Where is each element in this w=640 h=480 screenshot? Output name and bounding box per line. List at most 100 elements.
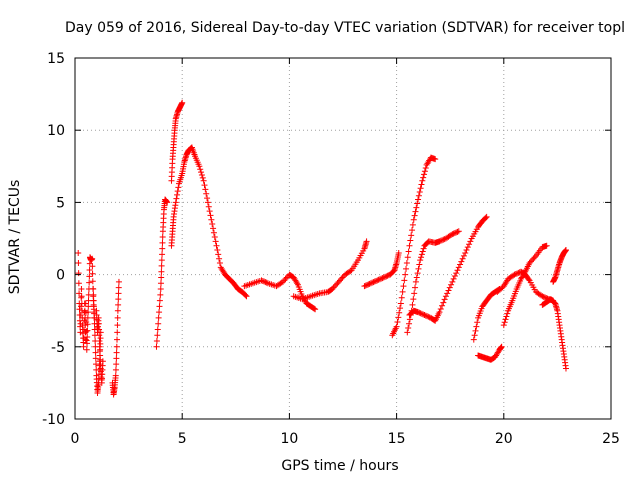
data-point-marker [208,216,215,223]
data-point-marker [114,329,121,336]
data-point-marker [216,260,223,267]
data-point-marker [259,277,266,284]
data-point-marker [86,260,93,267]
data-point-marker [311,305,318,312]
data-point-marker [406,242,413,249]
data-point-marker [397,305,404,312]
data-point-marker [113,355,120,362]
data-point-marker [400,283,407,290]
data-point-marker [158,268,165,275]
data-point-marker [115,278,122,285]
data-point-marker [455,264,462,271]
data-point-marker [154,326,161,333]
data-point-marker [405,325,412,332]
data-point-marker [541,294,548,301]
data-point-marker [417,185,424,192]
data-point-marker [450,230,457,237]
data-point-marker [90,291,97,298]
data-point-marker [437,305,444,312]
data-point-marker [503,313,510,320]
data-point-marker [279,278,286,285]
data-point-marker [414,270,421,277]
data-point-marker [404,254,411,261]
data-point-marker [437,237,444,244]
data-point-marker [198,171,205,178]
data-point-marker [379,275,386,282]
data-point-marker [362,282,369,289]
data-point-marker [365,281,372,288]
data-point-marker [399,288,406,295]
data-point-marker [445,287,452,294]
data-point-marker [472,327,479,334]
data-point-marker [418,181,425,188]
data-point-marker [90,303,97,310]
data-point-marker [416,189,423,196]
data-point-marker [330,284,337,291]
data-point-marker [158,274,165,281]
data-point-marker [364,281,371,288]
data-point-marker [97,335,104,342]
data-point-marker [157,286,164,293]
data-point-marker [502,316,509,323]
data-point-marker [521,270,528,277]
data-point-marker [436,309,443,316]
data-point-marker [205,203,212,210]
data-point-marker [454,228,461,235]
x-axis-label: GPS time / hours [281,458,398,474]
data-point-marker [425,313,432,320]
x-tick-label: 0 [71,431,80,447]
data-point-marker [453,270,460,277]
data-point-marker [411,212,418,219]
data-point-marker [113,343,120,350]
data-point-marker [462,249,469,256]
data-point-marker [473,323,480,330]
data-point-marker [114,322,121,329]
data-point-marker [467,238,474,245]
data-point-marker [376,276,383,283]
data-point-marker [95,320,102,327]
data-point-marker [421,168,428,175]
data-point-marker [422,165,429,172]
data-point-marker [398,294,405,301]
data-point-marker [89,255,96,262]
data-point-marker [89,263,96,270]
data-point-marker [471,332,478,339]
data-point-marker [407,237,414,244]
data-point-marker [82,300,89,307]
data-point-marker [154,332,161,339]
data-point-marker [216,255,223,262]
data-point-marker [283,274,290,281]
data-point-marker [114,336,121,343]
data-point-marker [436,238,443,245]
data-point-marker [420,311,427,318]
data-point-marker [448,281,455,288]
data-point-marker [421,171,428,178]
data-point-marker [99,358,106,365]
data-point-marker [75,260,82,267]
data-point-marker [369,279,376,286]
data-point-marker [460,252,467,259]
data-point-marker [409,221,416,228]
data-point-marker [482,214,489,221]
data-point-marker [464,244,471,251]
data-point-marker [84,327,91,334]
data-point-marker [174,191,181,198]
data-point-marker [378,275,385,282]
data-point-marker [339,274,346,281]
data-point-marker [156,303,163,310]
data-point-marker [380,274,387,281]
data-point-marker [375,276,382,283]
data-point-marker [446,284,453,291]
y-tick-label: -5 [51,340,65,356]
data-point-marker [424,313,431,320]
data-point-marker [414,200,421,207]
data-point-marker [417,310,424,317]
data-point-marker [525,276,532,283]
x-tick-label: 20 [495,431,513,447]
data-point-marker [242,292,249,299]
data-point-marker [209,221,216,228]
data-point-marker [412,208,419,215]
y-tick-label: 10 [47,123,65,139]
data-point-marker [75,270,82,277]
chart-title: Day 059 of 2016, Sidereal Day-to-day VTE… [65,20,625,36]
